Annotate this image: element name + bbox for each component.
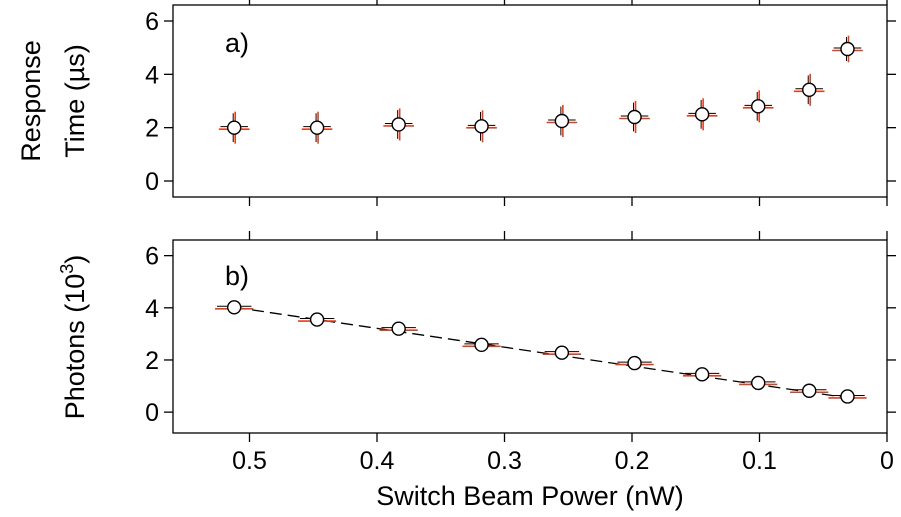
open-circle-marker (554, 113, 570, 129)
data-point (828, 389, 867, 404)
panel-b-data-points (215, 300, 867, 404)
panel-b-x-tick-label: 0 (880, 447, 894, 475)
open-circle-marker (802, 383, 817, 398)
panel-a-plot-frame (172, 4, 888, 198)
panel-b-photons: 0 2 4 6 0.5 0.4 0.3 0.2 0.1 0 b) Photons (103) Sw… (57, 231, 896, 511)
open-circle-marker (840, 41, 855, 57)
data-point (379, 321, 418, 336)
data-point (832, 35, 863, 63)
data-point (215, 300, 254, 315)
data-point (683, 367, 722, 382)
panel-b-ticks: 0 2 4 6 0.5 0.4 0.3 0.2 0.1 0 (145, 231, 896, 475)
panel-a-ylabel-line-2: Time (µs) (60, 44, 90, 158)
data-point (297, 312, 337, 327)
panel-b-y-tick-label: 2 (145, 347, 159, 375)
open-circle-marker (474, 119, 489, 134)
panel-a-data-points (218, 35, 863, 144)
open-circle-marker (474, 337, 489, 353)
panel-b-ylabel-superscript: 3 (57, 264, 77, 274)
panel-b-fit-dashed-line (234, 306, 848, 399)
data-point (742, 90, 774, 123)
panel-b-y-tick-label: 6 (145, 243, 159, 271)
open-circle-marker (627, 109, 642, 125)
open-circle-marker (226, 120, 242, 135)
x-axis-title: Switch Beam Power (nW) (376, 481, 684, 511)
panel-b-frame (172, 239, 888, 434)
data-point (546, 105, 578, 137)
panel-b-fit-line (234, 306, 848, 399)
data-point (383, 108, 414, 141)
open-circle-marker (226, 300, 242, 315)
panel-a-response-time: 0 2 4 6 a) Response Time (µs) (16, 0, 896, 206)
panel-b-y-tick-label: 4 (145, 295, 159, 323)
open-circle-marker (751, 375, 766, 391)
panel-b-x-tick-label: 0.2 (615, 447, 650, 475)
data-point (686, 98, 718, 131)
data-point (790, 383, 829, 398)
open-circle-marker (391, 117, 406, 132)
data-point (466, 110, 497, 143)
panel-a-y-tick-label: 4 (145, 61, 159, 89)
panel-b-y-tick-label: 0 (145, 399, 159, 427)
panel-a-ticks: 0 2 4 6 (145, 0, 896, 206)
open-circle-marker (309, 312, 325, 327)
data-point (739, 375, 778, 391)
panel-a-y-tick-label: 6 (145, 8, 159, 36)
panel-a-ylabel-line-1: Response (16, 40, 46, 162)
panel-a-y-tick-label: 0 (145, 168, 159, 196)
panel-a-label: a) (225, 28, 249, 58)
open-circle-marker (309, 120, 325, 135)
open-circle-marker (840, 389, 855, 404)
data-point (615, 355, 654, 371)
panel-b-plot-frame (172, 239, 888, 434)
panel-b-ylabel-main: Photons (10 (60, 274, 90, 420)
open-circle-marker (554, 345, 570, 360)
open-circle-marker (694, 367, 710, 382)
panel-a-frame (172, 4, 888, 198)
panel-a-y-tick-label: 2 (145, 115, 159, 143)
data-point (301, 111, 333, 144)
panel-b-x-tick-label: 0.3 (487, 447, 522, 475)
open-circle-marker (694, 107, 710, 122)
open-circle-marker (391, 321, 406, 336)
open-circle-marker (751, 99, 766, 114)
panel-b-ylabel-end: ) (60, 255, 90, 264)
data-point (619, 101, 650, 133)
panel-b-ylabel: Photons (103) (57, 255, 90, 420)
data-point (542, 345, 581, 360)
data-point (793, 73, 825, 106)
panel-b-label: b) (225, 261, 249, 291)
panel-b-x-tick-label: 0.5 (232, 447, 267, 475)
data-point (462, 337, 501, 353)
open-circle-marker (627, 355, 642, 371)
panel-b-x-tick-label: 0.1 (742, 447, 777, 475)
open-circle-marker (802, 82, 817, 98)
panel-b-x-tick-label: 0.4 (360, 447, 395, 475)
data-point (218, 111, 250, 144)
